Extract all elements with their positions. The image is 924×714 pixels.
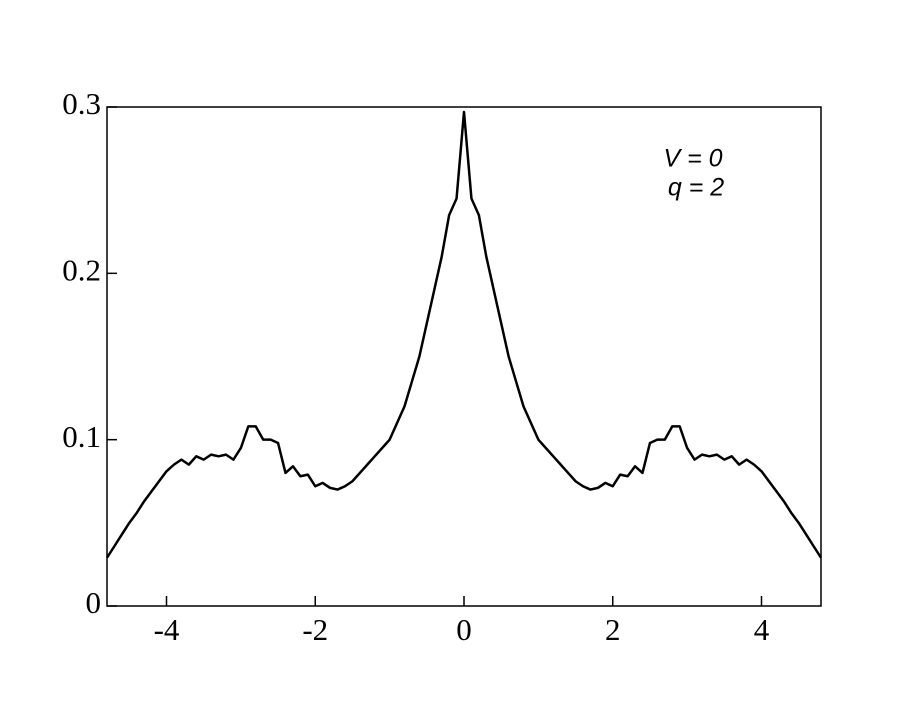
x-tick-label: 2	[605, 612, 621, 647]
x-tick-label: -4	[154, 612, 180, 647]
annotation: V = 0	[663, 145, 722, 173]
x-tick-label: -2	[302, 612, 328, 647]
data-line	[105, 110, 823, 559]
x-tick-label: 4	[754, 612, 770, 647]
y-tick-label: 0	[86, 585, 102, 620]
annotation: q = 2	[668, 174, 724, 202]
y-tick-label: 0.2	[62, 252, 101, 287]
y-tick-label: 0.1	[62, 419, 101, 454]
y-tick-label: 0.3	[62, 86, 101, 121]
x-tick-label: 0	[456, 612, 472, 647]
